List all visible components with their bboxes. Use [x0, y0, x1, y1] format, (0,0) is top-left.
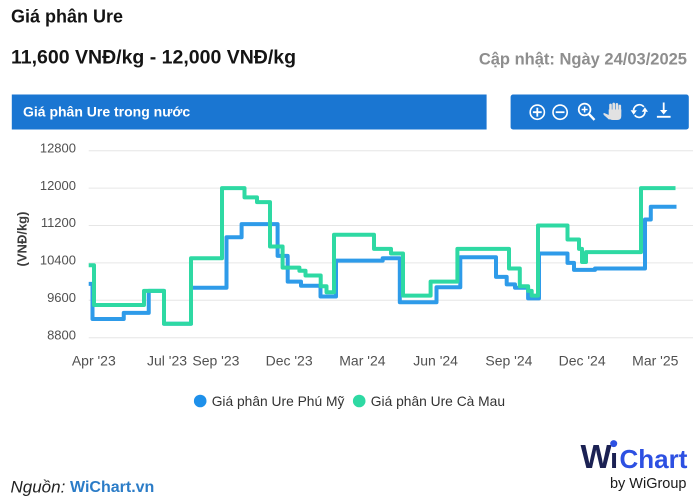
svg-text:12000: 12000: [40, 178, 76, 193]
svg-text:Mar '24: Mar '24: [339, 353, 385, 369]
svg-text:8800: 8800: [47, 327, 76, 342]
svg-text:10400: 10400: [40, 253, 76, 268]
svg-text:Sep '24: Sep '24: [485, 353, 532, 369]
svg-text:Giá phân Ure: Giá phân Ure: [11, 7, 123, 27]
svg-text:Dec '24: Dec '24: [559, 353, 606, 369]
svg-text:Jul '23: Jul '23: [147, 353, 187, 369]
svg-text:Chart: Chart: [620, 444, 688, 474]
svg-text:(VNĐ/kg): (VNĐ/kg): [15, 212, 30, 267]
svg-text:Giá phân Ure Phú Mỹ: Giá phân Ure Phú Mỹ: [212, 394, 345, 409]
svg-text:11200: 11200: [41, 215, 76, 230]
svg-text:Apr '23: Apr '23: [72, 353, 116, 369]
svg-text:Dec '23: Dec '23: [266, 353, 313, 369]
svg-text:9600: 9600: [47, 290, 76, 305]
svg-text:Nguồn:: Nguồn:: [11, 478, 66, 497]
svg-text:WiChart.vn: WiChart.vn: [70, 479, 154, 496]
svg-text:Sep '23: Sep '23: [192, 353, 239, 369]
svg-text:W: W: [581, 438, 613, 475]
svg-text:Giá phân Ure trong nước: Giá phân Ure trong nước: [23, 104, 190, 120]
svg-text:12800: 12800: [40, 140, 76, 155]
svg-text:ı: ı: [610, 443, 618, 475]
svg-text:Mar '25: Mar '25: [632, 353, 678, 369]
svg-text:Giá phân Ure Cà Mau: Giá phân Ure Cà Mau: [371, 394, 505, 409]
svg-text:by WiGroup: by WiGroup: [610, 476, 687, 492]
svg-text:Cập nhật: Ngày 24/03/2025: Cập nhật: Ngày 24/03/2025: [479, 51, 687, 69]
svg-text:11,600 VNĐ/kg - 12,000 VNĐ/kg: 11,600 VNĐ/kg - 12,000 VNĐ/kg: [11, 47, 296, 69]
svg-text:Jun '24: Jun '24: [413, 353, 458, 369]
